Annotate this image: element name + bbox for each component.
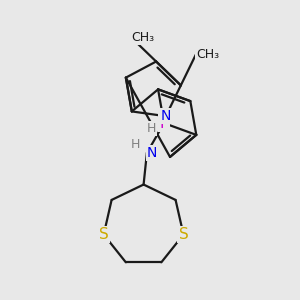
Text: S: S <box>99 227 109 242</box>
Text: N: N <box>147 146 158 160</box>
Text: CH₃: CH₃ <box>196 48 219 61</box>
Text: N: N <box>160 109 171 123</box>
Text: H: H <box>147 122 156 135</box>
Text: CH₃: CH₃ <box>131 31 154 44</box>
Text: H: H <box>130 139 140 152</box>
Text: F: F <box>160 116 168 131</box>
Text: S: S <box>178 227 188 242</box>
